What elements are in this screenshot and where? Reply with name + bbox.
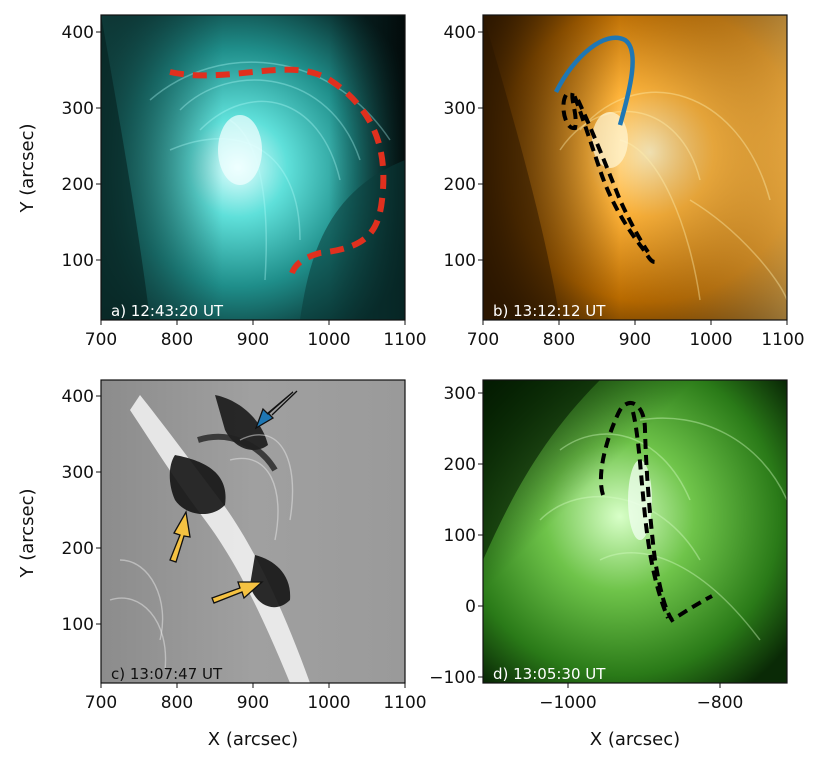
panel-c-xtick: 1000 — [307, 693, 350, 713]
panel-a-xtick: 900 — [237, 330, 269, 350]
panel-c-yellow-arrow-lower — [211, 581, 264, 604]
panel-a-red-loop — [169, 66, 387, 275]
panel-d-ytick: 300 — [444, 384, 476, 404]
panel-b: b) 13:12:12 UT 400 300 200 100 700 800 9… — [444, 14, 805, 350]
panel-b-x-ticks: 700 800 900 1000 1100 — [467, 320, 805, 350]
panel-d-black-filament — [598, 401, 713, 623]
panel-d-xlabel: X (arcsec) — [590, 729, 680, 750]
panel-a-ylabel: Y (arcsec) — [17, 123, 38, 213]
panel-c-label: c) 13:07:47 UT — [111, 665, 223, 683]
panel-c-ytick: 400 — [62, 387, 94, 407]
panel-b-ytick: 400 — [444, 23, 476, 43]
panel-d-xtick: −1000 — [539, 693, 597, 713]
panel-b-blue-arch — [553, 35, 635, 126]
panel-c-x-ticks: 700 800 900 1000 1100 — [85, 683, 427, 713]
panel-a-xtick: 800 — [161, 330, 193, 350]
panel-a-x-ticks: 700 800 900 1000 1100 — [85, 320, 427, 350]
panel-a-xtick: 1100 — [383, 330, 426, 350]
panel-b-image — [483, 15, 787, 320]
panel-d-x-ticks: −1000 −800 — [539, 683, 743, 713]
panel-c-xtick: 700 — [85, 693, 117, 713]
panel-c: c) 13:07:47 UT 400 300 200 100 700 800 9… — [17, 379, 427, 750]
panel-d-y-ticks: 300 200 100 0 −100 — [429, 384, 483, 688]
panel-c-xtick: 1100 — [383, 693, 426, 713]
panel-c-ytick: 200 — [62, 539, 94, 559]
panel-d-frame — [482, 379, 788, 684]
panel-a-xtick: 1000 — [307, 330, 350, 350]
panel-c-yellow-arrow-upper — [169, 510, 191, 563]
panel-d-xtick: −800 — [697, 693, 744, 713]
panel-d-ytick: −100 — [429, 668, 476, 688]
panel-c-xlabel: X (arcsec) — [208, 729, 298, 750]
panel-d-label: d) 13:05:30 UT — [493, 665, 606, 683]
panel-d-ytick: 100 — [444, 526, 476, 546]
panel-b-ytick: 300 — [444, 99, 476, 119]
panel-a-label: a) 12:43:20 UT — [111, 302, 224, 320]
panel-b-black-filament — [561, 87, 656, 264]
panel-b-xtick: 900 — [619, 330, 651, 350]
panel-c-xtick: 800 — [161, 693, 193, 713]
panel-d: d) 13:05:30 UT 300 200 100 0 −100 −1000 … — [429, 379, 788, 750]
panel-a-ytick: 100 — [62, 251, 94, 271]
panel-a-image — [101, 15, 405, 320]
panel-d-ytick: 0 — [465, 597, 476, 617]
panel-a-y-ticks: 400 300 200 100 — [62, 23, 101, 271]
panel-a-ytick: 300 — [62, 99, 94, 119]
panel-b-y-ticks: 400 300 200 100 — [444, 23, 483, 271]
panel-a-ytick: 400 — [62, 23, 94, 43]
panel-b-label: b) 13:12:12 UT — [493, 302, 606, 320]
panel-d-image — [483, 380, 787, 683]
panel-c-image — [101, 380, 405, 683]
panel-b-xtick: 800 — [543, 330, 575, 350]
panel-c-blue-arrow — [254, 390, 298, 430]
panel-c-ytick: 100 — [62, 615, 94, 635]
panel-b-xtick: 1100 — [761, 330, 804, 350]
panel-d-ytick: 200 — [444, 455, 476, 475]
panel-c-y-ticks: 400 300 200 100 — [62, 387, 101, 635]
panel-c-ylabel: Y (arcsec) — [17, 488, 38, 578]
panel-b-xtick: 700 — [467, 330, 499, 350]
panel-a: a) 12:43:20 UT 400 300 200 100 700 800 9… — [17, 14, 427, 350]
panel-c-xtick: 900 — [237, 693, 269, 713]
panel-c-ytick: 300 — [62, 463, 94, 483]
panel-a-ytick: 200 — [62, 175, 94, 195]
panel-a-xtick: 700 — [85, 330, 117, 350]
panel-b-xtick: 1000 — [689, 330, 732, 350]
panel-b-ytick: 100 — [444, 251, 476, 271]
panel-b-ytick: 200 — [444, 175, 476, 195]
